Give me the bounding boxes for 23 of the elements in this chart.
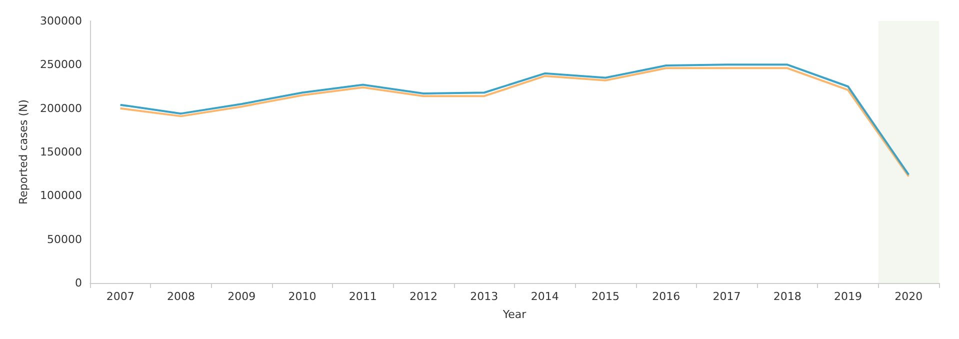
x-tick-label: 2016 <box>652 290 680 303</box>
x-tick-label: 2012 <box>410 290 438 303</box>
y-tick-label: 300000 <box>40 14 82 28</box>
y-tick-label: 200000 <box>40 102 82 115</box>
x-tick-label: 2009 <box>228 290 256 303</box>
x-tick-label: 2011 <box>348 290 377 303</box>
y-tick-label: 150000 <box>40 146 82 158</box>
y-tick-label: 250000 <box>40 58 82 72</box>
x-axis-title: Year <box>502 308 527 321</box>
x-tick-label: 2013 <box>470 290 498 303</box>
x-tick-label: 2020 <box>894 290 923 303</box>
y-tick-label: 100000 <box>40 189 82 202</box>
x-tick-label: 2008 <box>166 290 195 303</box>
x-tick-label: 2015 <box>591 290 620 303</box>
x-tick-label: 2019 <box>834 290 862 303</box>
x-tick-label: 2018 <box>773 290 802 303</box>
y-tick-label: 0 <box>75 276 82 290</box>
x-tick-label: 2014 <box>530 290 559 303</box>
x-tick-label: 2007 <box>106 290 134 303</box>
x-tick-label: 2017 <box>712 290 741 303</box>
y-tick-label: 50000 <box>47 232 82 246</box>
x-tick-label: 2010 <box>288 290 316 303</box>
y-axis-title: Reported cases (N) <box>17 99 30 205</box>
